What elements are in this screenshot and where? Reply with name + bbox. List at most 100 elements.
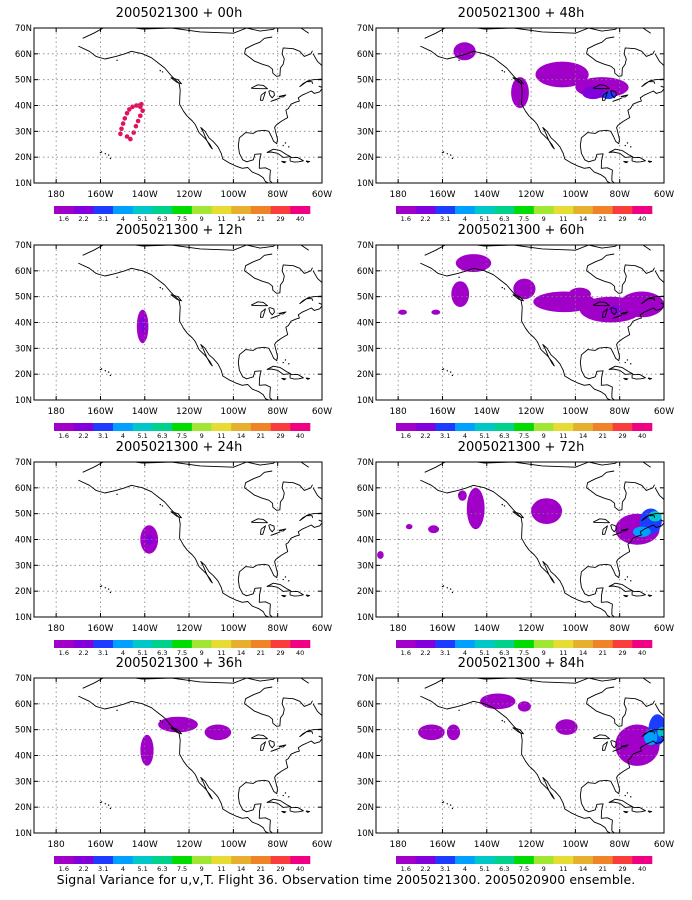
lon-tick-label: 60W [312, 840, 332, 850]
colorbar-segment [172, 423, 193, 431]
colorbar-segment [132, 856, 153, 864]
colorbar-segment [612, 856, 633, 864]
observation-point [122, 116, 128, 121]
colorbar: 1.6 2.2 3.1 4 5.1 6.3 7.5 9 11 14 21 29 40 [54, 640, 311, 657]
lat-tick-label: 50N [357, 293, 374, 303]
colorbar: 1.6 2.2 3.1 4 5.1 6.3 7.5 9 11 14 21 29 40 [54, 856, 311, 873]
colorbar-segment [250, 856, 271, 864]
coastlines [420, 28, 664, 183]
colorbar-label: 40 [296, 649, 304, 657]
lon-tick-label: 80W [268, 407, 288, 417]
panel-title: 2005021300 + 72h [457, 440, 585, 455]
lat-tick-label: 60N [357, 484, 374, 494]
colorbar-label: 9 [200, 432, 204, 440]
lon-tick-label: 120W [518, 190, 544, 200]
colorbar-segment [211, 206, 232, 214]
lon-tick-label: 120W [518, 407, 544, 417]
colorbar-label: 3.1 [98, 649, 108, 657]
coastlines [78, 678, 322, 833]
lat-tick-label: 10N [15, 613, 32, 623]
colorbar-segment [152, 206, 173, 214]
lon-tick-label: 80W [268, 190, 288, 200]
colorbar-segment [474, 640, 495, 648]
colorbar-segment [474, 206, 495, 214]
lon-tick-label: 60W [654, 840, 674, 850]
colorbar-label: 11 [559, 432, 567, 440]
signal-region [377, 551, 384, 559]
colorbar-label: 3.1 [440, 432, 450, 440]
colorbar-segment [396, 856, 416, 864]
colorbar-label: 5.1 [479, 649, 489, 657]
signal-region [431, 309, 441, 315]
colorbar-segment [152, 856, 173, 864]
colorbar-label: 6.3 [499, 865, 509, 873]
map-canvas: 70N 60N 50N 40N 30N 20N 10N 180 160W 140W 120W 100W… [15, 24, 332, 223]
colorbar-segment [632, 856, 653, 864]
signal-region [535, 61, 589, 88]
colorbar-segment [573, 640, 594, 648]
lon-tick-label: 160W [87, 624, 113, 634]
lon-tick-label: 120W [176, 190, 202, 200]
lon-tick-label: 80W [610, 624, 630, 634]
colorbar-label: 7.5 [177, 649, 187, 657]
colorbar-segment [474, 856, 495, 864]
panel-title: 2005021300 + 60h [457, 223, 585, 238]
lon-tick-label: 80W [610, 190, 630, 200]
colorbar-segment [132, 206, 153, 214]
colorbar-segment [290, 206, 311, 214]
signal-region [531, 498, 563, 524]
colorbar-segment [231, 856, 252, 864]
lon-tick-label: 160W [87, 840, 113, 850]
lat-tick-label: 40N [357, 319, 374, 329]
lon-tick-label: 180 [390, 624, 407, 634]
lat-tick-label: 10N [357, 179, 374, 189]
colorbar-segment [592, 206, 613, 214]
colorbar-segment [93, 423, 114, 431]
colorbar-label: 7.5 [177, 215, 187, 223]
colorbar-label: 29 [618, 649, 626, 657]
signal-region [657, 727, 664, 738]
signal-region [398, 309, 407, 315]
lon-tick-label: 160W [429, 840, 455, 850]
colorbar-segment [435, 640, 456, 648]
observation-point [138, 113, 143, 119]
colorbar-label: 6.3 [499, 215, 509, 223]
map-panel-00h: 2005021300 + 00h 70N 60N 50N 40N 30N 20N 10N 18… [14, 6, 344, 226]
coastlines [78, 462, 322, 617]
colorbar: 1.6 2.2 3.1 4 5.1 6.3 7.5 9 11 14 21 29 40 [54, 206, 311, 223]
colorbar-label: 14 [237, 432, 245, 440]
colorbar-segment [132, 423, 153, 431]
observation-point [120, 121, 126, 126]
colorbar-label: 14 [579, 215, 587, 223]
colorbar-segment [73, 206, 94, 214]
colorbar-label: 21 [257, 649, 265, 657]
colorbar-segment [270, 856, 291, 864]
colorbar-segment [455, 856, 476, 864]
lon-tick-label: 100W [562, 840, 588, 850]
colorbar-label: 1.6 [401, 432, 411, 440]
colorbar-label: 6.3 [157, 649, 167, 657]
signal-region [451, 281, 470, 307]
lat-tick-label: 50N [15, 76, 32, 86]
signal-region [405, 524, 413, 530]
colorbar-label: 3.1 [440, 865, 450, 873]
lon-tick-label: 60W [312, 407, 332, 417]
lon-tick-label: 160W [429, 190, 455, 200]
lat-tick-label: 40N [357, 536, 374, 546]
colorbar-label: 9 [200, 215, 204, 223]
colorbar-segment [191, 856, 212, 864]
colorbar-segment [172, 206, 193, 214]
colorbar-label: 5.1 [479, 865, 489, 873]
lat-tick-label: 70N [357, 674, 374, 684]
lon-tick-label: 120W [518, 624, 544, 634]
colorbar-segment [73, 423, 94, 431]
lat-tick-label: 10N [15, 829, 32, 839]
colorbar-segment [113, 856, 134, 864]
colorbar-label: 5.1 [137, 865, 147, 873]
colorbar-segment [612, 640, 633, 648]
signal-region [139, 317, 146, 333]
lat-tick-label: 40N [15, 536, 32, 546]
colorbar-segment [250, 640, 271, 648]
map-panel-84h: 2005021300 + 84h 70N 60N 50N 40N 30N 20N 10N 18… [356, 656, 686, 876]
colorbar-segment [573, 856, 594, 864]
